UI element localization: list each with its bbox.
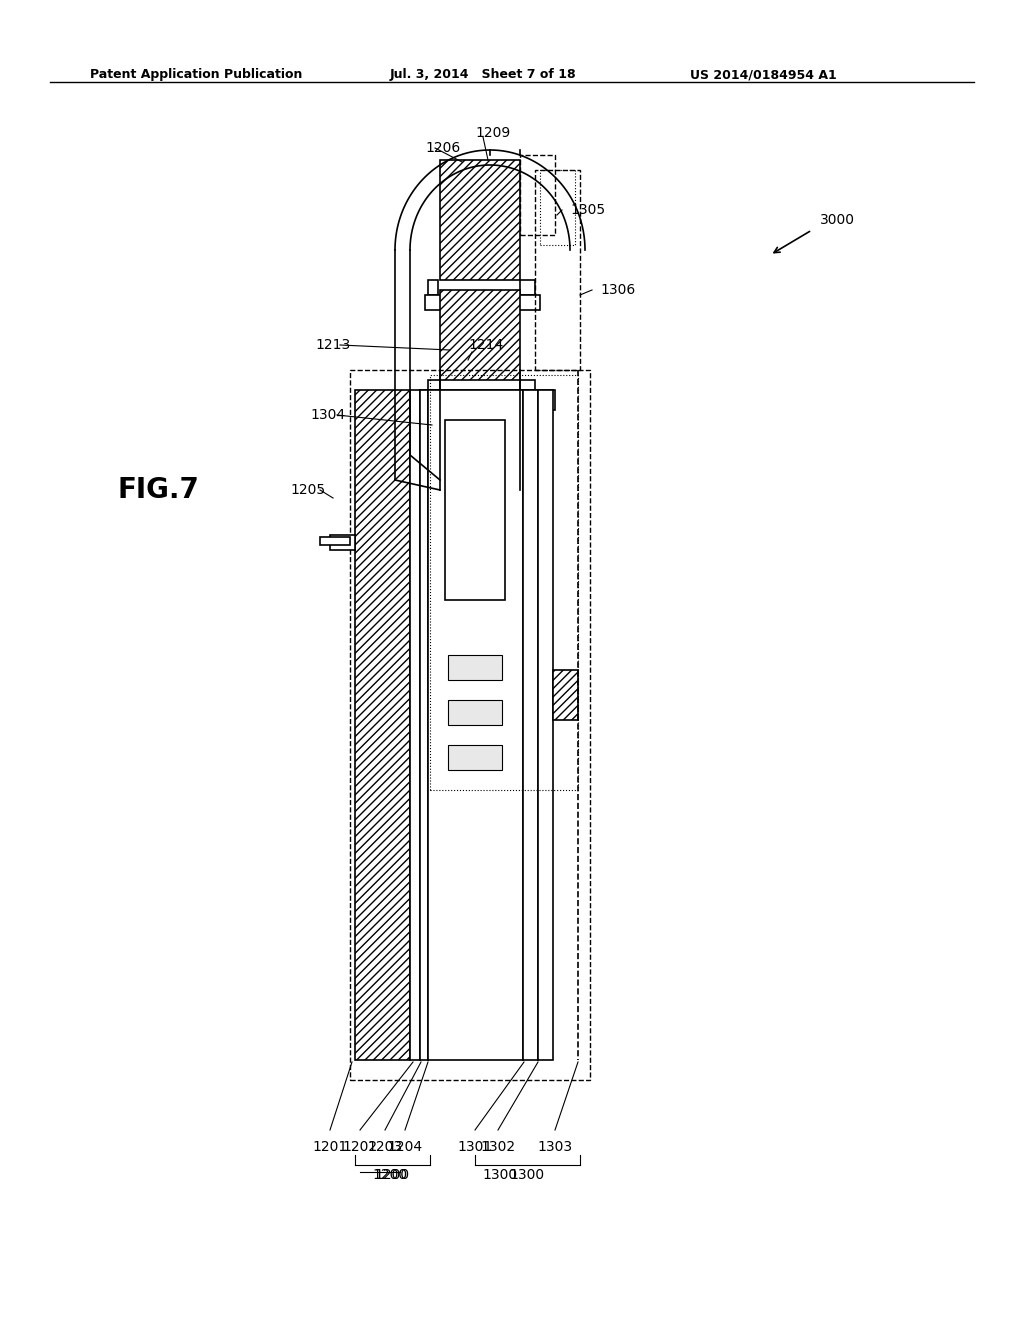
Text: 1206: 1206 (425, 141, 460, 154)
Bar (428, 380, 440, 389)
Bar (449, 700, 502, 725)
Text: 1203: 1203 (368, 1140, 402, 1154)
Bar (445, 420, 505, 601)
Bar (440, 160, 520, 280)
Bar (350, 370, 590, 1080)
Text: 3000: 3000 (820, 213, 855, 227)
Bar (535, 170, 580, 370)
Bar (355, 389, 410, 1060)
Text: Jul. 3, 2014   Sheet 7 of 18: Jul. 3, 2014 Sheet 7 of 18 (390, 69, 577, 81)
Bar (425, 294, 540, 310)
Bar (520, 380, 535, 389)
Text: 1300: 1300 (482, 1168, 517, 1181)
Text: 1200: 1200 (373, 1168, 408, 1181)
Text: 1213: 1213 (315, 338, 350, 352)
Bar (449, 655, 502, 680)
Bar (553, 671, 578, 719)
Bar (449, 744, 502, 770)
Text: 1300: 1300 (509, 1168, 545, 1181)
Bar (540, 170, 575, 246)
Text: 1305: 1305 (570, 203, 605, 216)
Bar (440, 290, 520, 380)
Bar (319, 537, 350, 545)
Text: FIG.7: FIG.7 (118, 477, 200, 504)
Text: 1303: 1303 (538, 1140, 572, 1154)
Text: 1200: 1200 (375, 1168, 410, 1181)
Text: 1201: 1201 (312, 1140, 347, 1154)
Bar (538, 389, 553, 1060)
Text: 1205: 1205 (290, 483, 326, 498)
Text: 1204: 1204 (387, 1140, 423, 1154)
Bar (420, 389, 428, 1060)
Text: Patent Application Publication: Patent Application Publication (90, 69, 302, 81)
Text: 1302: 1302 (480, 1140, 515, 1154)
Bar (428, 389, 523, 1060)
Bar (420, 389, 555, 411)
Bar (410, 389, 420, 1060)
Text: 1202: 1202 (342, 1140, 378, 1154)
Text: 1304: 1304 (310, 408, 345, 422)
Bar (520, 280, 535, 294)
Text: 1209: 1209 (475, 125, 510, 140)
Bar (330, 535, 355, 550)
Text: 1301: 1301 (458, 1140, 493, 1154)
Bar (428, 280, 438, 294)
Text: 1306: 1306 (600, 282, 635, 297)
Bar (430, 375, 578, 789)
Text: US 2014/0184954 A1: US 2014/0184954 A1 (690, 69, 837, 81)
Text: 1214: 1214 (468, 338, 503, 352)
Bar (523, 389, 538, 1060)
